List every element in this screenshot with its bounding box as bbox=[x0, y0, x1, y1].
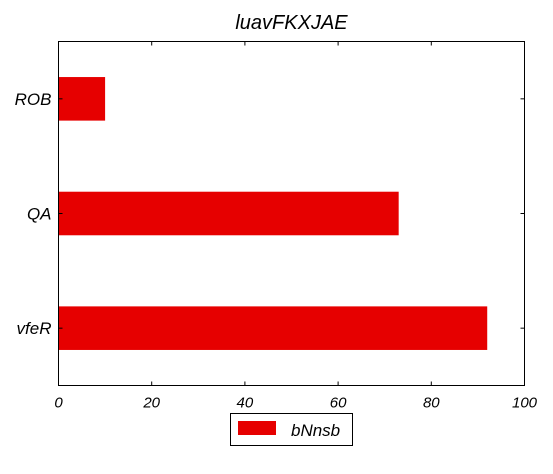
legend-label: bNnsb bbox=[291, 421, 340, 440]
bars-layer bbox=[58, 77, 488, 350]
x-tick-label: 0 bbox=[54, 395, 63, 412]
x-tick-label: 60 bbox=[330, 395, 347, 412]
ticks-layer: ROB QA vfeR 0 20 40 60 80 100 bbox=[15, 41, 538, 412]
bar-vfer bbox=[58, 306, 488, 350]
x-tick-label: 80 bbox=[423, 395, 440, 412]
x-tick-label: 20 bbox=[142, 395, 160, 412]
x-tick-label: 40 bbox=[237, 395, 254, 412]
legend: bNnsb bbox=[230, 413, 353, 446]
chart-title: luavFKXJAE bbox=[235, 12, 348, 34]
legend-box bbox=[230, 413, 353, 446]
x-tick-label: 100 bbox=[512, 395, 538, 412]
legend-swatch bbox=[238, 421, 276, 435]
bar-rob bbox=[58, 77, 106, 121]
y-tick-label: vfeR bbox=[17, 319, 52, 338]
y-tick-label: ROB bbox=[15, 90, 52, 109]
y-tick-label: QA bbox=[27, 205, 52, 224]
bar-qa bbox=[58, 191, 399, 236]
